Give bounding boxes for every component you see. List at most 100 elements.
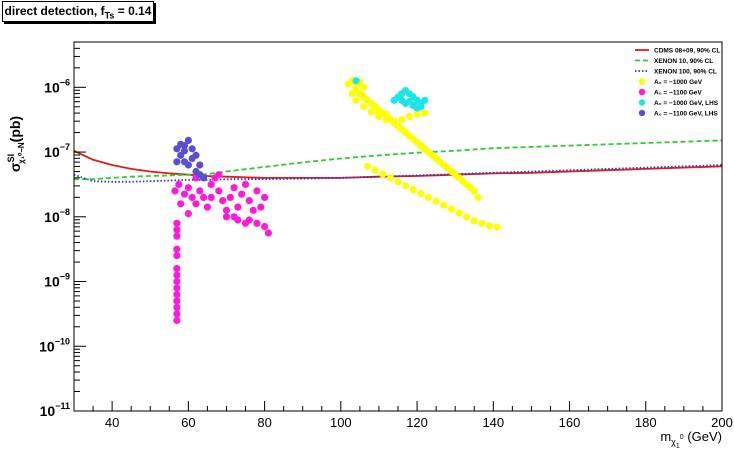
- series-4-point: [253, 219, 261, 227]
- series-4-point: [173, 277, 181, 286]
- series-4-point: [196, 187, 204, 195]
- series-3-point: [421, 109, 429, 117]
- series-4-point: [173, 219, 181, 227]
- series-4-point: [257, 203, 265, 211]
- series-5-point: [352, 77, 360, 85]
- series-3-point: [398, 116, 406, 124]
- series-4-point: [173, 245, 181, 253]
- series-4-point: [173, 284, 181, 292]
- y-label-sup: SI: [6, 154, 16, 163]
- series-3-point: [390, 117, 398, 125]
- x-tick-label: 120: [406, 415, 428, 430]
- series-4-point: [226, 193, 234, 201]
- x-label-sub2: 1: [676, 443, 680, 450]
- series-4-point: [219, 197, 227, 205]
- series-3-point: [386, 174, 394, 182]
- series-4-point: [173, 271, 181, 279]
- series-4-point: [215, 187, 223, 195]
- x-label-sup: 0: [680, 434, 684, 441]
- title-main: direct detection, f: [4, 4, 105, 18]
- series-4-point: [203, 203, 211, 211]
- series-3-point: [360, 103, 368, 111]
- legend-point-swatch: [638, 88, 646, 96]
- series-3-point: [455, 209, 463, 217]
- x-tick-label: 200: [711, 415, 733, 430]
- series-5-point: [402, 99, 410, 108]
- y-tick-exp: −9: [60, 272, 70, 282]
- series-3-point: [344, 80, 352, 88]
- series-4-point: [261, 222, 269, 231]
- series-4-point: [222, 213, 231, 221]
- series-3-point: [367, 108, 375, 116]
- series-3-point: [413, 110, 421, 119]
- series-6-point: [188, 145, 196, 153]
- legend-point-swatch: [638, 109, 646, 117]
- series-3-point: [444, 164, 452, 172]
- series-4-point: [215, 171, 223, 179]
- y-tick-base: 10: [40, 403, 56, 419]
- series-4-point: [207, 193, 215, 201]
- x-tick-label: 180: [635, 415, 657, 430]
- series-3-point: [379, 170, 387, 178]
- series-3-point: [474, 193, 482, 201]
- series-4-point: [173, 290, 181, 299]
- series-4-point: [222, 206, 231, 214]
- series-4-point: [261, 193, 269, 201]
- y-axis-label: σSIχ₁⁰−N(pb): [6, 116, 26, 172]
- y-tick-base: 10: [39, 338, 55, 354]
- title-subscript: Ts: [104, 10, 115, 21]
- y-tick-base: 10: [44, 144, 60, 160]
- series-4-point: [173, 303, 181, 311]
- series-6-point: [188, 154, 196, 163]
- legend-label: A₀ = −1000 GeV, LHS: [654, 100, 719, 107]
- series-4-point: [207, 180, 215, 188]
- series-4-point: [192, 200, 200, 208]
- series-3-point: [383, 116, 391, 124]
- y-tick-label: 10−9: [44, 272, 70, 290]
- series-line-1: [74, 139, 723, 181]
- series-4-point: [184, 184, 192, 192]
- y-tick-label: 10−7: [44, 142, 70, 160]
- series-4-point: [253, 187, 261, 195]
- series-6-point: [196, 161, 204, 169]
- series-3-point: [451, 171, 459, 179]
- x-tick-label: 40: [105, 415, 119, 430]
- series-4-point: [177, 200, 185, 208]
- series-3-point: [478, 219, 486, 227]
- y-tick-label: 10−11: [40, 401, 70, 419]
- legend-label: A₀ = −1000 GeV: [654, 79, 703, 86]
- series-4-point: [175, 180, 183, 188]
- series-4-point: [173, 232, 181, 240]
- series-3-point: [352, 96, 360, 104]
- y-tick-exp: −7: [60, 142, 70, 152]
- series-4-point: [173, 265, 181, 273]
- y-tick-label: 10−6: [44, 77, 70, 95]
- y-tick-exp: −10: [55, 336, 70, 346]
- legend-label: CDMS 08+09, 90% CL: [654, 48, 720, 55]
- x-tick-label: 100: [330, 415, 352, 430]
- series-6-point: [200, 174, 208, 182]
- series-6-point: [180, 147, 189, 155]
- series-4-point: [245, 197, 253, 205]
- y-label-main: σ: [7, 162, 23, 172]
- series-4-point: [173, 226, 181, 234]
- series-3-point: [371, 166, 379, 174]
- legend-label: XENON 10, 90% CL: [654, 58, 713, 65]
- series-3-point: [367, 99, 375, 108]
- series-5-point: [421, 96, 429, 104]
- series-3-point: [432, 197, 440, 205]
- series-3-point: [409, 186, 417, 194]
- series-line-2: [73, 164, 723, 183]
- y-label-tail: (pb): [7, 116, 23, 142]
- series-3-point: [485, 222, 494, 230]
- series-3-point: [463, 213, 471, 221]
- title-tail: = 0.14: [114, 4, 152, 18]
- series-4-point: [241, 219, 250, 227]
- series-4-point: [173, 310, 181, 318]
- series-3-point: [375, 109, 383, 117]
- x-axis-label: mχ10 (GeV): [660, 429, 722, 450]
- y-tick-exp: −11: [55, 401, 70, 411]
- y-label-sub: χ₁⁰−N: [17, 142, 26, 164]
- series-3-point: [470, 217, 478, 225]
- y-tick-base: 10: [44, 209, 60, 225]
